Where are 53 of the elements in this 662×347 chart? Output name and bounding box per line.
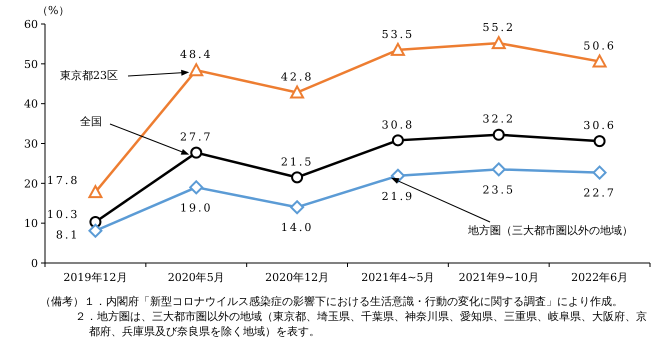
y-tick-label: 30 [24, 138, 38, 150]
data-label: 48.4 [180, 48, 212, 62]
point [592, 54, 607, 68]
text: （備考）１．内閣府「新型コロナウイルス感染症の影響下における生活意識・行動の変化に関する調査」により作成。 [40, 294, 624, 309]
point [88, 185, 102, 198]
data-label: 55.2 [482, 21, 515, 34]
text: 地方圏（三大都市圏以外の地域） [467, 224, 633, 237]
data-label: 8.1 [56, 228, 80, 242]
text: ２．地方圏は、三大都市圏以外の地域（東京都、埼玉県、千葉県、神奈川県、愛知県、三重県、岐阜県、大阪府、京都府、兵庫県及び奈良県を除く地域）を表す。 [74, 309, 648, 339]
text: 全国 [80, 115, 102, 128]
point [492, 36, 506, 50]
point [392, 134, 404, 146]
data-label: 21.9 [382, 190, 414, 203]
point [291, 171, 304, 184]
data-label: 50.6 [583, 39, 616, 52]
data-label: 19.0 [180, 201, 212, 214]
data-label: 27.7 [180, 130, 212, 144]
y-tick-label: 0 [31, 257, 38, 270]
point [189, 63, 204, 76]
point [88, 224, 102, 238]
x-tick-label: 2021年9~10月 [458, 271, 539, 284]
data-label: 53.5 [382, 28, 414, 41]
point [390, 42, 405, 56]
point [290, 200, 304, 214]
x-tick-label: 2019年12月 [63, 271, 128, 284]
y-tick-label: 50 [24, 58, 38, 71]
y-axis-title: （%） [37, 4, 70, 17]
data-label: 42.8 [280, 70, 314, 84]
text: 東京都23区 [60, 69, 118, 82]
y-tick-label: 60 [24, 18, 38, 31]
point [190, 146, 202, 159]
data-label: 14.0 [280, 221, 314, 234]
x-tick-label: 2022年6月 [571, 271, 628, 284]
data-label: 30.8 [382, 118, 414, 132]
data-label: 30.6 [583, 119, 616, 132]
point [492, 128, 505, 141]
y-tick-label: 10 [24, 217, 38, 230]
point [189, 180, 204, 194]
x-tick-label: 2020年12月 [265, 271, 330, 284]
x-tick-label: 2021年4~5月 [361, 271, 435, 284]
data-label: 10.3 [46, 208, 80, 221]
point [290, 86, 304, 99]
y-tick-label: 40 [24, 98, 38, 111]
x-tick-label: 2020年5月 [168, 271, 225, 284]
data-label: 23.5 [482, 183, 515, 196]
point [492, 162, 506, 176]
data-label: 32.2 [482, 112, 515, 126]
y-tick-label: 20 [24, 177, 38, 190]
point [592, 166, 607, 180]
data-label: 22.7 [583, 186, 616, 200]
point [594, 135, 606, 148]
data-label: 17.8 [46, 174, 80, 188]
data-label: 21.5 [280, 155, 314, 168]
